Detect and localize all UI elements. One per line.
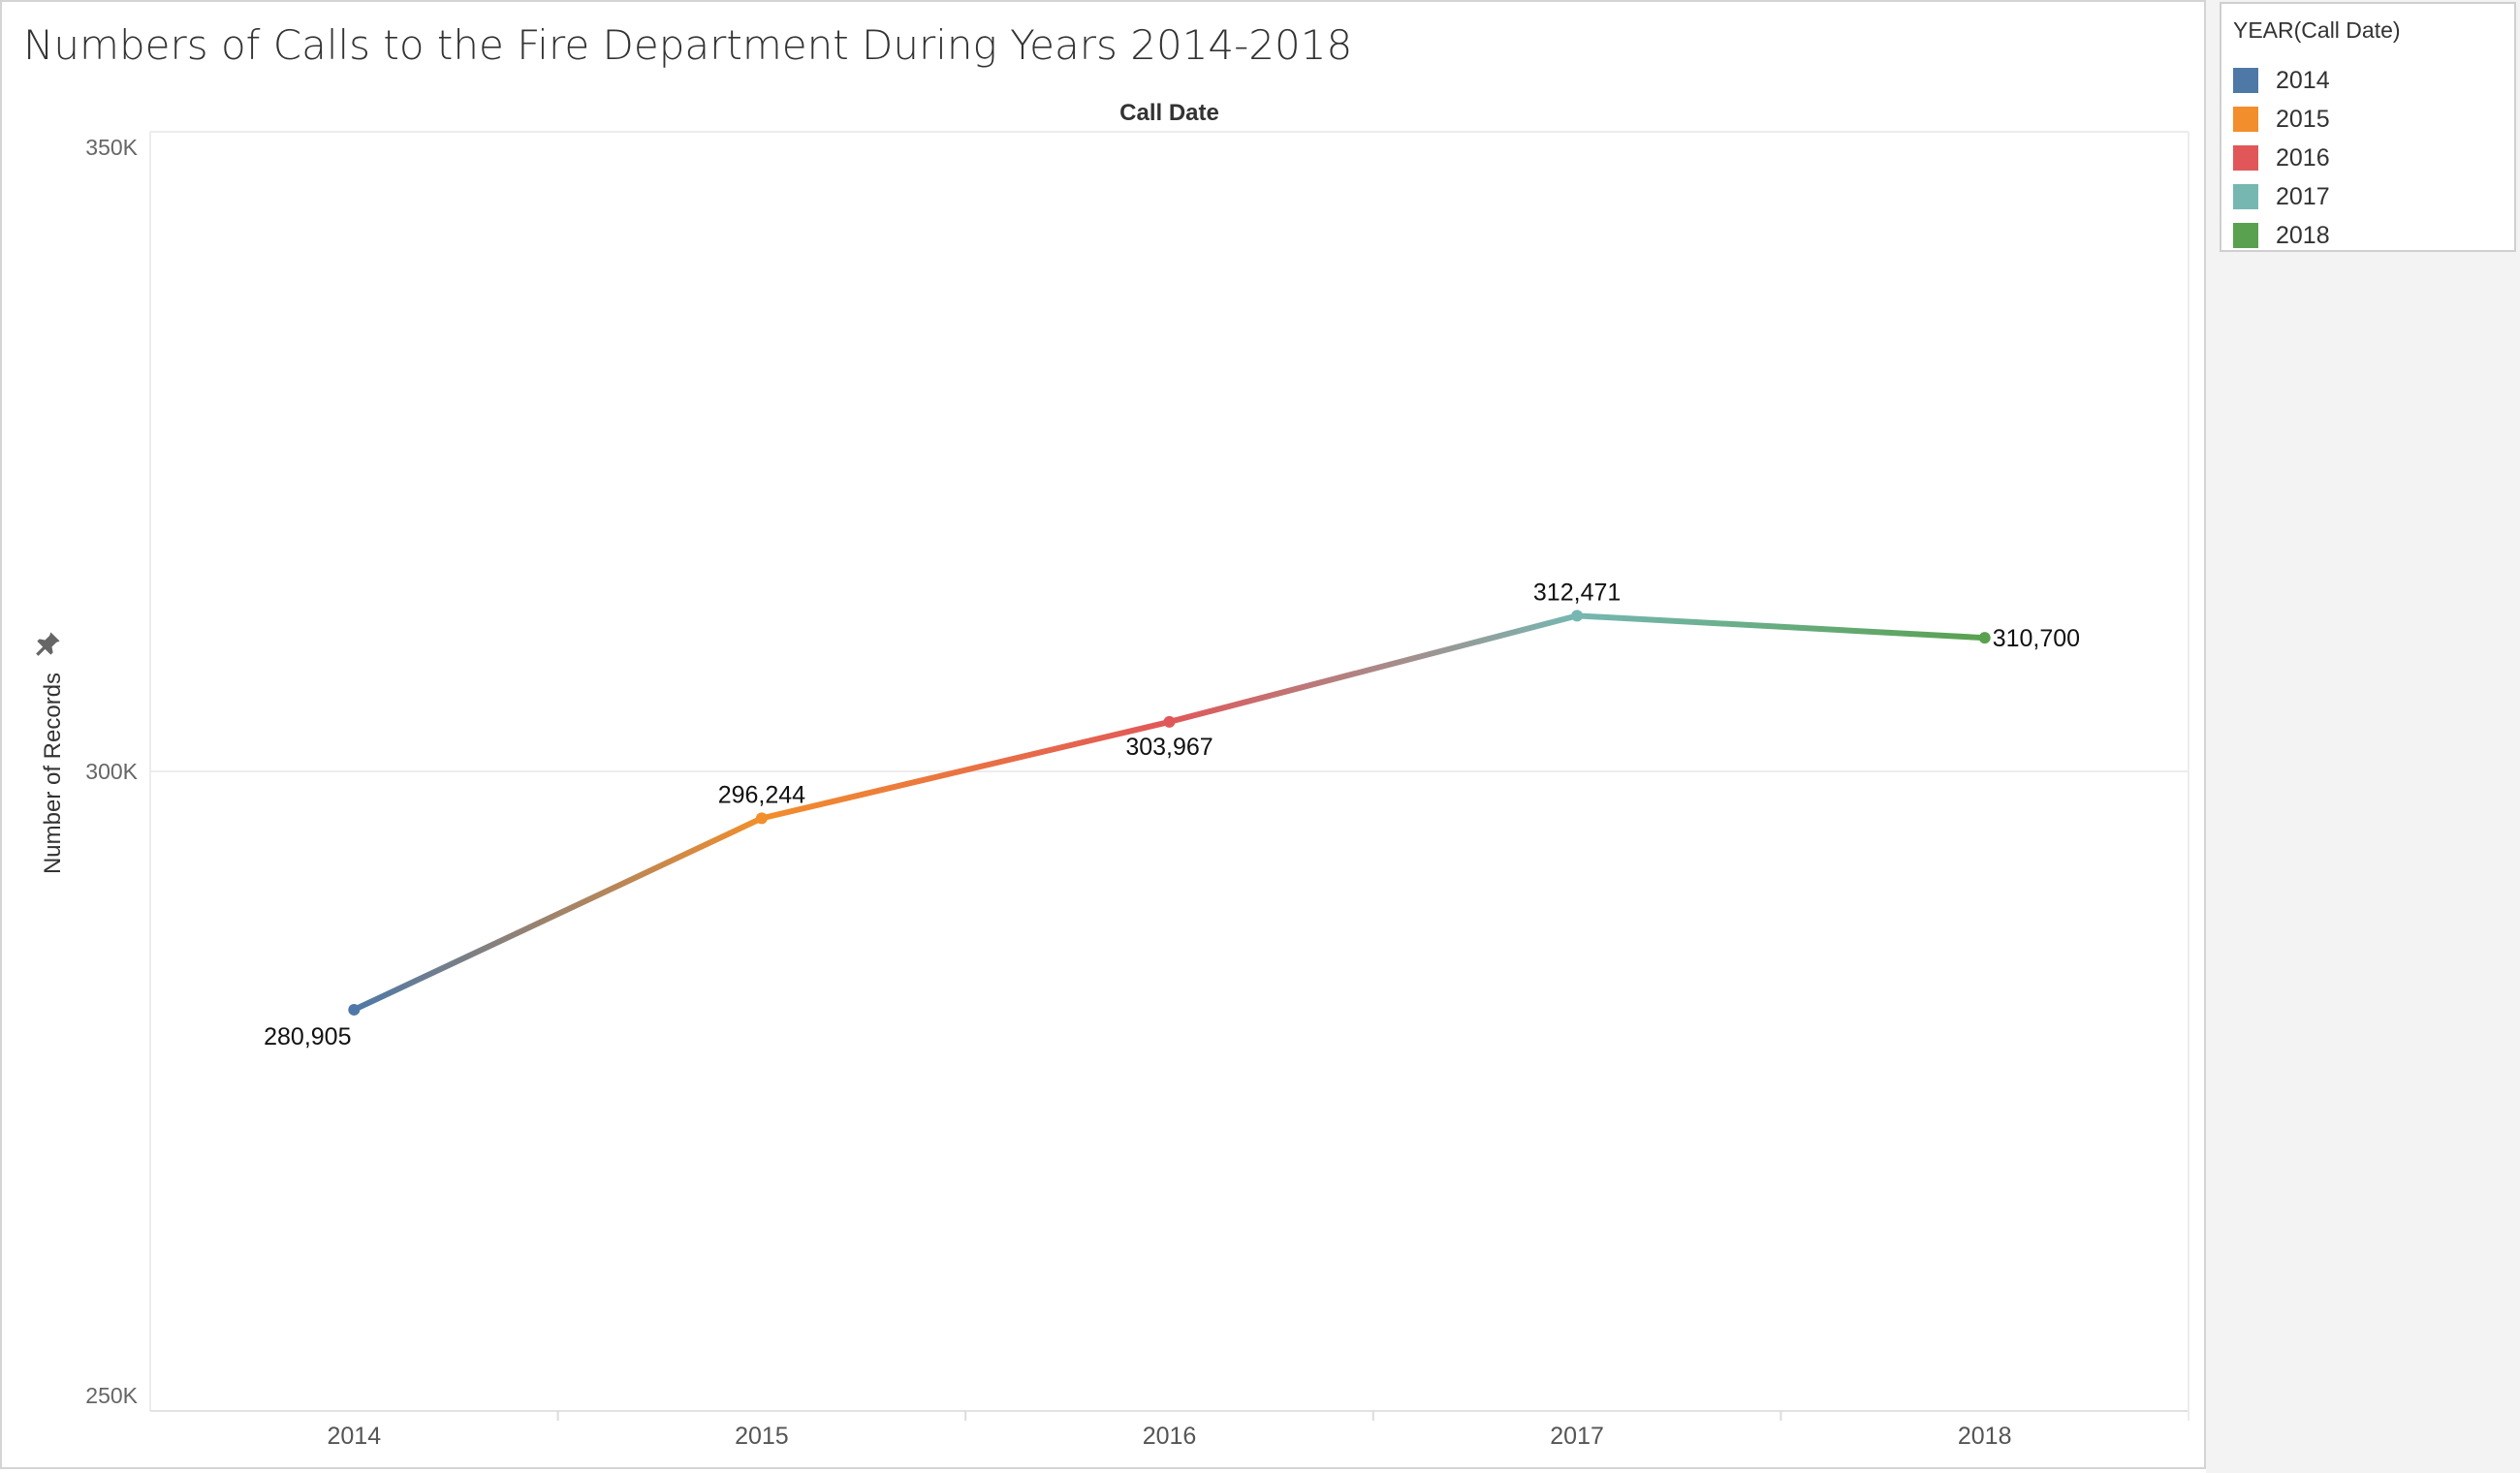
x-tick-label: 2016 (1143, 1423, 1197, 1450)
x-tick-label: 2014 (327, 1423, 381, 1450)
chart-title: Numbers of Calls to the Fire Department … (23, 21, 1353, 69)
line-segment (351, 815, 765, 1013)
line-chart: 250K 300K 350K 2014 2015 2016 2017 2018 Call Dat… (40, 100, 2189, 1450)
data-label: 296,244 (718, 781, 805, 808)
data-point (1571, 610, 1584, 622)
color-legend[interactable]: YEAR(Call Date) 2014 2015 2016 2017 2018 (2220, 2, 2516, 252)
legend-swatch (2233, 184, 2258, 209)
y-axis-title: Number of Records (40, 673, 66, 874)
viz-frame (0, 0, 2206, 1469)
x-tick-label: 2015 (735, 1423, 789, 1450)
line-segment (1166, 612, 1581, 725)
legend-swatch (2233, 107, 2258, 132)
data-label: 303,967 (1125, 734, 1213, 761)
data-point (348, 1003, 361, 1016)
data-point (1163, 715, 1176, 728)
legend-swatch (2233, 223, 2258, 248)
y-tick-label: 300K (85, 759, 138, 784)
data-label: 312,471 (1533, 579, 1621, 606)
legend-title: YEAR(Call Date) (2233, 17, 2401, 43)
data-point (1978, 632, 1991, 644)
x-tick-label: 2018 (1958, 1423, 2012, 1450)
legend-swatch (2233, 68, 2258, 93)
x-axis-title: Call Date (1119, 100, 1219, 126)
y-tick-label: 350K (85, 135, 138, 160)
line-segment (758, 718, 1173, 822)
pin-icon[interactable] (35, 630, 62, 657)
data-label: 310,700 (1993, 625, 2080, 652)
legend-swatch (2233, 145, 2258, 171)
line-segment (1574, 612, 1988, 642)
y-tick-label: 250K (85, 1383, 138, 1408)
legend-label: 2017 (2276, 183, 2330, 210)
legend-label: 2015 (2276, 106, 2330, 133)
legend-label: 2016 (2276, 144, 2330, 172)
legend-label: 2014 (2276, 67, 2330, 94)
data-point (755, 812, 768, 825)
legend-label: 2018 (2276, 222, 2330, 249)
data-label: 280,905 (264, 1023, 351, 1050)
x-tick-label: 2017 (1550, 1423, 1604, 1450)
